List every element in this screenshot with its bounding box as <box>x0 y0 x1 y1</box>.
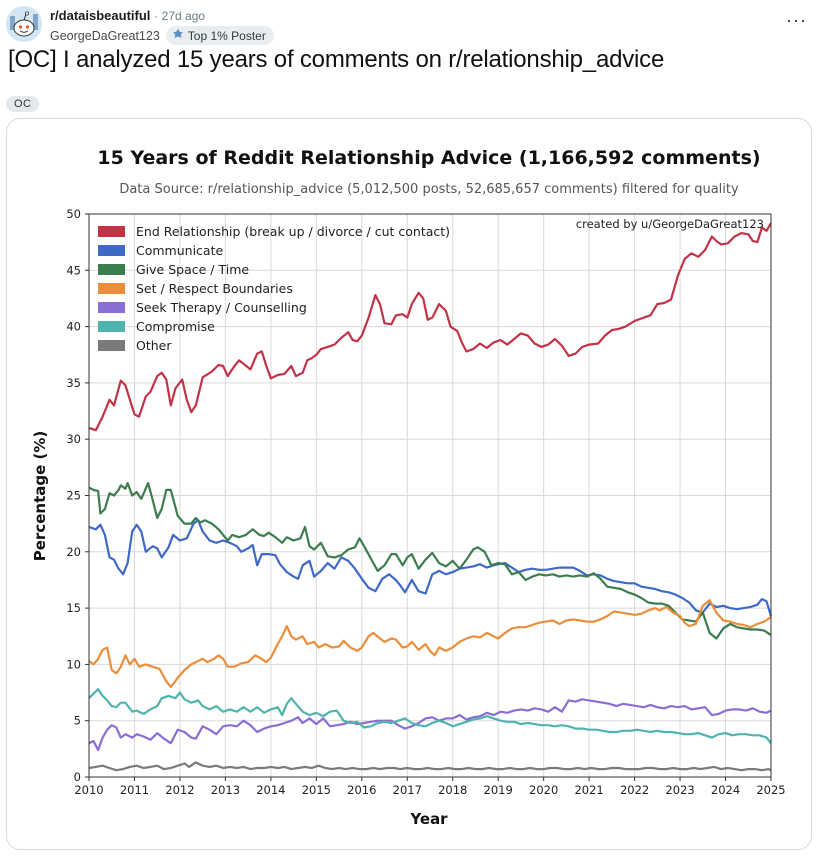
x-tick-label: 2016 <box>347 783 376 797</box>
x-tick-label: 2018 <box>438 783 467 797</box>
y-tick-label: 35 <box>66 376 81 390</box>
series-line-give-space-time <box>88 482 772 640</box>
x-tick-label: 2022 <box>620 783 649 797</box>
series-line-other <box>88 761 772 772</box>
series-line-communicate <box>88 519 773 617</box>
subreddit-avatar[interactable] <box>6 6 42 42</box>
y-tick-label: 25 <box>66 489 81 503</box>
author-badge-label: Top 1% Poster <box>187 28 266 43</box>
legend-swatch <box>98 264 125 275</box>
meta-separator: · <box>154 9 159 23</box>
y-tick-label: 50 <box>66 207 81 221</box>
chart-legend: End Relationship (break up / divorce / c… <box>98 224 450 353</box>
top-poster-icon <box>172 28 184 43</box>
y-tick-label: 45 <box>66 263 81 277</box>
chart-series-group <box>88 222 773 772</box>
y-tick-label: 15 <box>66 601 81 615</box>
legend-label: Communicate <box>136 243 223 258</box>
y-axis-label: Percentage (%) <box>31 431 49 561</box>
author-name[interactable]: GeorgeDaGreat123 <box>50 28 160 43</box>
x-tick-label: 2021 <box>574 783 603 797</box>
x-tick-label: 2014 <box>256 783 285 797</box>
x-tick-label: 2010 <box>74 783 103 797</box>
line-chart: 15 Years of Reddit Relationship Advice (… <box>31 147 786 828</box>
y-tick-label: 20 <box>66 545 81 559</box>
x-tick-label: 2019 <box>484 783 513 797</box>
x-tick-label: 2015 <box>302 783 331 797</box>
y-tick-label: 40 <box>66 320 81 334</box>
y-tick-label: 10 <box>66 657 81 671</box>
legend-label: Set / Respect Boundaries <box>136 281 293 296</box>
author-line: GeorgeDaGreat123 Top 1% Poster <box>50 26 274 45</box>
series-line-end-relationship-break-up-divorce-cut-contact <box>88 222 772 432</box>
x-tick-label: 2020 <box>529 783 558 797</box>
chart-grid <box>88 213 772 778</box>
post-time: 27d ago <box>161 9 206 23</box>
y-tick-label: 30 <box>66 432 81 446</box>
reddit-snoo-avatar-icon <box>6 6 42 42</box>
x-tick-label: 2023 <box>665 783 694 797</box>
post-title[interactable]: [OC] I analyzed 15 years of comments on … <box>8 46 665 73</box>
post-header: r/dataisbeautiful · 27d ago GeorgeDaGrea… <box>0 0 819 50</box>
legend-label: Give Space / Time <box>136 262 249 277</box>
post-meta-line: r/dataisbeautiful · 27d ago <box>50 8 205 23</box>
legend-swatch <box>98 302 125 313</box>
chart-credit: created by u/GeorgeDaGreat123 <box>576 217 764 231</box>
more-options-icon[interactable]: ··· <box>786 10 807 30</box>
legend-label: Seek Therapy / Counselling <box>136 300 307 315</box>
legend-swatch <box>98 245 125 256</box>
legend-swatch <box>98 340 125 351</box>
x-axis-label: Year <box>409 810 448 828</box>
legend-swatch <box>98 283 125 294</box>
legend-swatch <box>98 321 125 332</box>
series-line-seek-therapy-counselling <box>88 698 772 752</box>
x-tick-label: 2024 <box>711 783 740 797</box>
y-tick-label: 0 <box>74 770 81 784</box>
y-tick-label: 5 <box>74 714 81 728</box>
chart-image-card[interactable]: 15 Years of Reddit Relationship Advice (… <box>6 118 812 850</box>
series-line-compromise <box>88 688 772 744</box>
x-tick-label: 2025 <box>756 783 785 797</box>
chart-title: 15 Years of Reddit Relationship Advice (… <box>97 147 760 169</box>
author-badge: Top 1% Poster <box>165 26 274 45</box>
legend-label: Other <box>136 338 172 353</box>
chart-subtitle: Data Source: r/relationship_advice (5,01… <box>119 182 739 197</box>
x-tick-label: 2017 <box>393 783 422 797</box>
x-tick-label: 2011 <box>120 783 149 797</box>
x-tick-label: 2013 <box>211 783 240 797</box>
series-line-set-respect-boundaries <box>88 599 772 688</box>
legend-label: End Relationship (break up / divorce / c… <box>136 224 450 239</box>
legend-label: Compromise <box>136 319 215 334</box>
legend-swatch <box>98 226 125 237</box>
post-flair[interactable]: OC <box>6 96 40 112</box>
subreddit-name[interactable]: r/dataisbeautiful <box>50 8 151 23</box>
x-tick-label: 2012 <box>165 783 194 797</box>
